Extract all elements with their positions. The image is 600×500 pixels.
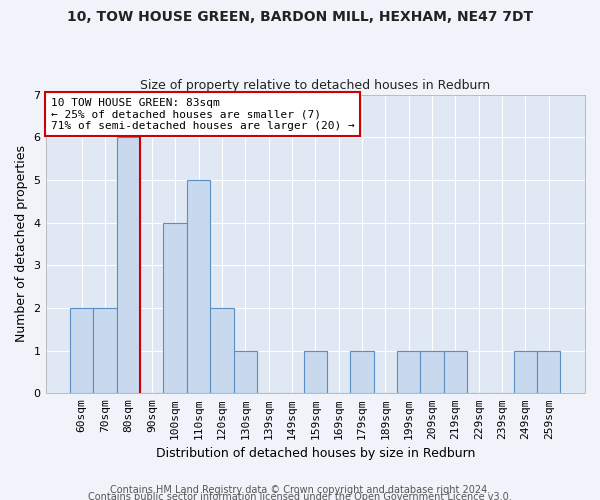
Title: Size of property relative to detached houses in Redburn: Size of property relative to detached ho… xyxy=(140,79,490,92)
Bar xyxy=(514,350,537,394)
Bar xyxy=(210,308,233,394)
Bar xyxy=(421,350,444,394)
X-axis label: Distribution of detached houses by size in Redburn: Distribution of detached houses by size … xyxy=(155,447,475,460)
Text: 10 TOW HOUSE GREEN: 83sqm
← 25% of detached houses are smaller (7)
71% of semi-d: 10 TOW HOUSE GREEN: 83sqm ← 25% of detac… xyxy=(51,98,355,130)
Bar xyxy=(304,350,327,394)
Bar xyxy=(187,180,210,394)
Y-axis label: Number of detached properties: Number of detached properties xyxy=(15,146,28,342)
Bar xyxy=(444,350,467,394)
Text: Contains public sector information licensed under the Open Government Licence v3: Contains public sector information licen… xyxy=(88,492,512,500)
Bar xyxy=(397,350,421,394)
Bar xyxy=(350,350,374,394)
Text: Contains HM Land Registry data © Crown copyright and database right 2024.: Contains HM Land Registry data © Crown c… xyxy=(110,485,490,495)
Bar xyxy=(94,308,117,394)
Text: 10, TOW HOUSE GREEN, BARDON MILL, HEXHAM, NE47 7DT: 10, TOW HOUSE GREEN, BARDON MILL, HEXHAM… xyxy=(67,10,533,24)
Bar xyxy=(163,222,187,394)
Bar xyxy=(70,308,94,394)
Bar xyxy=(233,350,257,394)
Bar xyxy=(537,350,560,394)
Bar xyxy=(117,137,140,394)
